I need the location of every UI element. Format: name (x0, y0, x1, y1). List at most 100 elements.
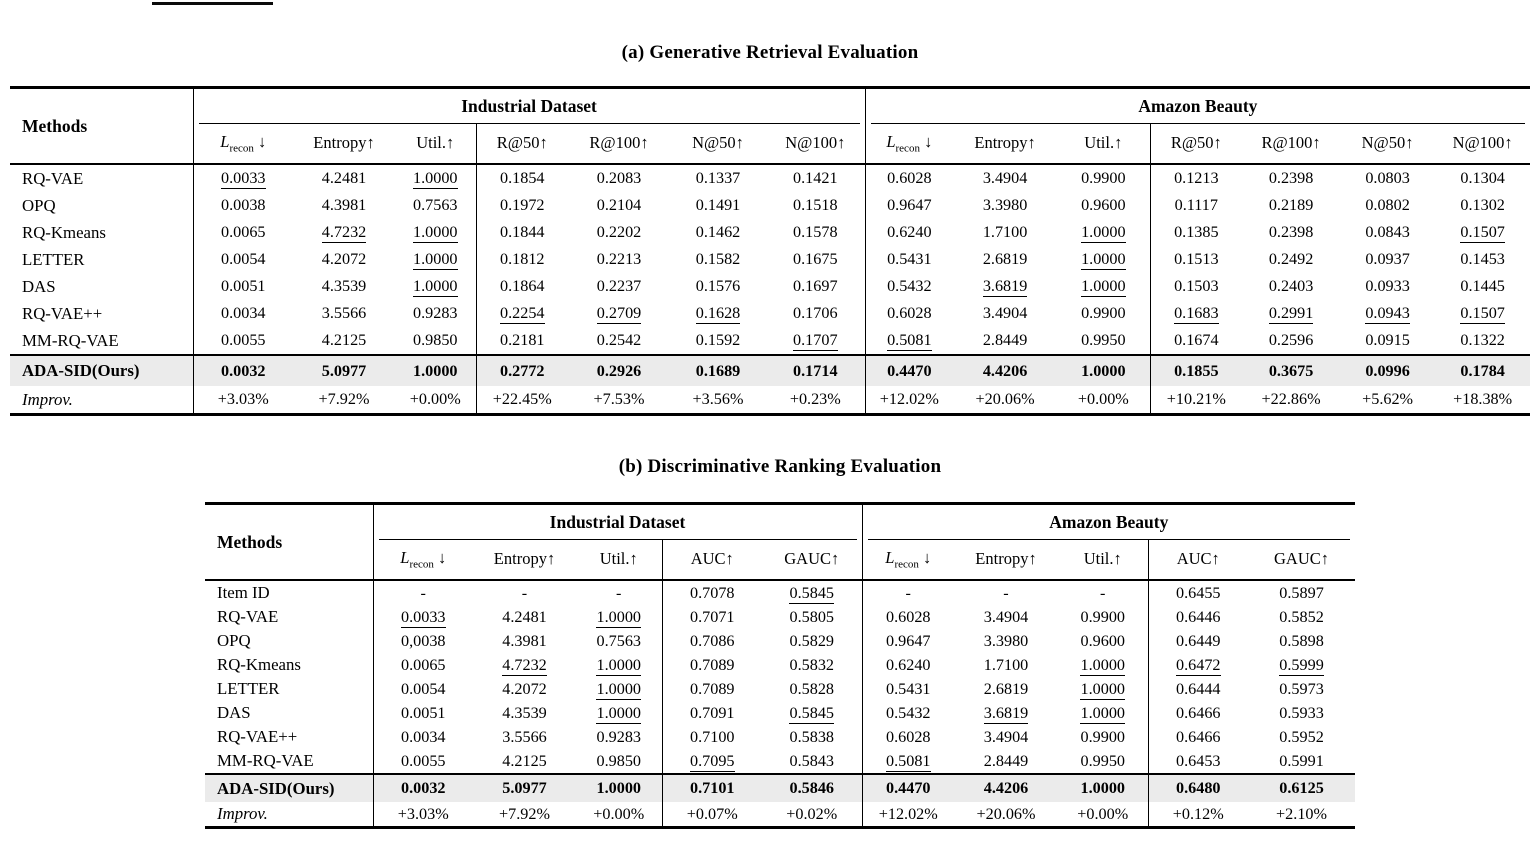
method-cell: ADA-SID(Ours) (205, 774, 374, 803)
value-cell: 0.5933 (1279, 703, 1324, 722)
value-cell: 2.8449 (982, 331, 1028, 350)
table-row: MM-RQ-VAE 0.0055 4.2125 0.9850 0.7095 0.5843 0… (205, 749, 1355, 775)
value-cell: 3.4904 (982, 304, 1028, 323)
value-cell: 0.5999 (1279, 655, 1324, 676)
value-cell: 0.6028 (885, 727, 931, 746)
dataset-group-header: Amazon Beauty (862, 504, 1355, 540)
header-metric-row: Lrecon ↓ Entropy↑ Util.↑ R@50↑ R@100↑ N@50↑ N@… (10, 124, 1530, 165)
value-cell: 0.5852 (1279, 607, 1324, 626)
metric-header: GAUC↑ (1274, 549, 1330, 569)
value-cell: +5.62% (1362, 390, 1414, 409)
value-cell: 0.0051 (400, 703, 446, 722)
value-cell: 0.2542 (596, 331, 642, 350)
value-cell: 1.0000 (1058, 653, 1149, 678)
value-cell: 0.2202 (596, 223, 642, 242)
value-cell: 0.9900 (1058, 605, 1149, 630)
value-cell: 0.6455 (1175, 583, 1221, 602)
value-cell: +12.02% (879, 390, 939, 409)
value-cell: 0.1322 (1460, 331, 1505, 350)
value-cell: 0.5846 (762, 774, 863, 803)
value-cell: 0.0996 (1365, 361, 1410, 380)
value-cell: +0.00% (576, 802, 663, 828)
metric-header: R@50↑ (1170, 133, 1222, 153)
value-cell: - (420, 583, 426, 602)
value-cell: 0.6446 (1175, 607, 1221, 626)
value-cell: +2.10% (1276, 804, 1327, 823)
method-cell: OPQ (10, 192, 194, 220)
value-cell: 1.0000 (1058, 701, 1149, 726)
value-cell: 0.1518 (766, 192, 866, 220)
table-row: OPQ 0,0038 4.3981 0.7563 0.7086 0.5829 0.9647 3… (205, 629, 1355, 654)
value-cell: 0.1854 (499, 169, 545, 188)
value-cell: 0.1689 (695, 361, 741, 380)
value-cell: 0.2709 (596, 304, 642, 325)
value-cell: 0.5432 (885, 703, 931, 722)
value-cell: 4.4206 (982, 361, 1028, 380)
metric-header: Entropy↑ (493, 549, 556, 569)
value-cell: +7.92% (499, 804, 550, 823)
improvement-row: Improv. +3.03% +7.92% +0.00% +0.07% +0.02% +12… (205, 802, 1355, 828)
value-cell: 1.0000 (1057, 355, 1151, 387)
value-cell: 3.6819 (983, 703, 1029, 724)
value-cell: 0.0802 (1365, 196, 1410, 215)
value-cell: 2.6819 (983, 679, 1029, 698)
value-cell: 4.3539 (502, 703, 547, 722)
value-cell: 0.0051 (220, 277, 266, 296)
value-cell: 1.0000 (576, 677, 663, 702)
method-cell: RQ-VAE (10, 164, 194, 193)
value-cell: +7.53% (593, 390, 645, 409)
value-cell: 0.0055 (400, 751, 446, 770)
value-cell: 0.2254 (499, 304, 545, 325)
value-cell: 0.1714 (766, 355, 866, 387)
value-cell: +3.03% (397, 804, 449, 823)
table-row: RQ-VAE 0.0033 4.2481 1.0000 0.7071 0.5805 0.60… (205, 605, 1355, 630)
value-cell: 0.2189 (1268, 196, 1314, 215)
value-cell: 0.0054 (220, 250, 266, 269)
value-cell: 0.0038 (220, 196, 266, 215)
value-cell: 0.1592 (695, 331, 741, 350)
value-cell: 0.6449 (1175, 631, 1221, 650)
method-cell: Item ID (205, 580, 374, 606)
value-cell: 0.6028 (887, 169, 932, 188)
metric-header: Lrecon ↓ (885, 548, 932, 571)
value-cell: +3.56% (692, 390, 744, 409)
table-row: DAS 0.0051 4.3539 1.0000 0.7091 0.5845 0.5432 3… (205, 701, 1355, 726)
value-cell: 0.0034 (220, 304, 266, 323)
method-cell: MM-RQ-VAE (10, 327, 194, 356)
value-cell: 0.9283 (576, 725, 663, 750)
value-cell: 3.3980 (983, 631, 1029, 650)
table-a-caption: (a) Generative Retrieval Evaluation (621, 42, 919, 63)
method-cell: RQ-VAE (205, 605, 374, 630)
value-cell: - (1058, 580, 1149, 606)
table-row: RQ-VAE++ 0.0034 3.5566 0.9283 0.7100 0.5838 0.… (205, 725, 1355, 750)
value-cell: 0.1582 (695, 250, 741, 269)
value-cell: 0.7091 (689, 703, 735, 722)
value-cell: 3.4904 (982, 169, 1028, 188)
value-cell: 0.9900 (1057, 164, 1151, 193)
value-cell: 1.0000 (576, 653, 663, 678)
value-cell: 4.7232 (321, 223, 367, 244)
header-group-row: Methods Industrial Dataset Amazon Beauty (205, 503, 1355, 581)
value-cell: 4.2125 (321, 331, 367, 350)
value-cell: 3.4904 (983, 727, 1029, 746)
value-cell: +22.86% (1261, 390, 1321, 409)
value-cell: +0.23% (766, 386, 866, 415)
method-cell: Improv. (205, 802, 374, 828)
value-cell: 0.1578 (766, 219, 866, 247)
methods-header: Methods (205, 503, 374, 581)
value-cell: 0.2492 (1268, 250, 1314, 269)
value-cell: +0.00% (395, 386, 477, 415)
header-group-row: Methods Industrial Dataset Amazon Beauty (10, 87, 1530, 165)
value-cell: 0.2926 (596, 361, 642, 380)
value-cell: +0.00% (1058, 802, 1149, 828)
value-cell: 0.5897 (1279, 583, 1324, 602)
value-cell: 0.1507 (1460, 304, 1505, 325)
metric-header: N@50↑ (1361, 133, 1414, 153)
table-row: RQ-Kmeans 0.0065 4.7232 1.0000 0.7089 0.5832 0… (205, 653, 1355, 678)
table-row: LETTER 0.0054 4.2072 1.0000 0.7089 0.5828 0.54… (205, 677, 1355, 702)
value-cell: 0.0034 (400, 727, 446, 746)
metric-header: Lrecon ↓ (400, 548, 447, 571)
metric-header: N@100↑ (766, 124, 866, 165)
value-cell: 0.5973 (1279, 679, 1324, 698)
value-cell: 4.2481 (502, 607, 547, 626)
